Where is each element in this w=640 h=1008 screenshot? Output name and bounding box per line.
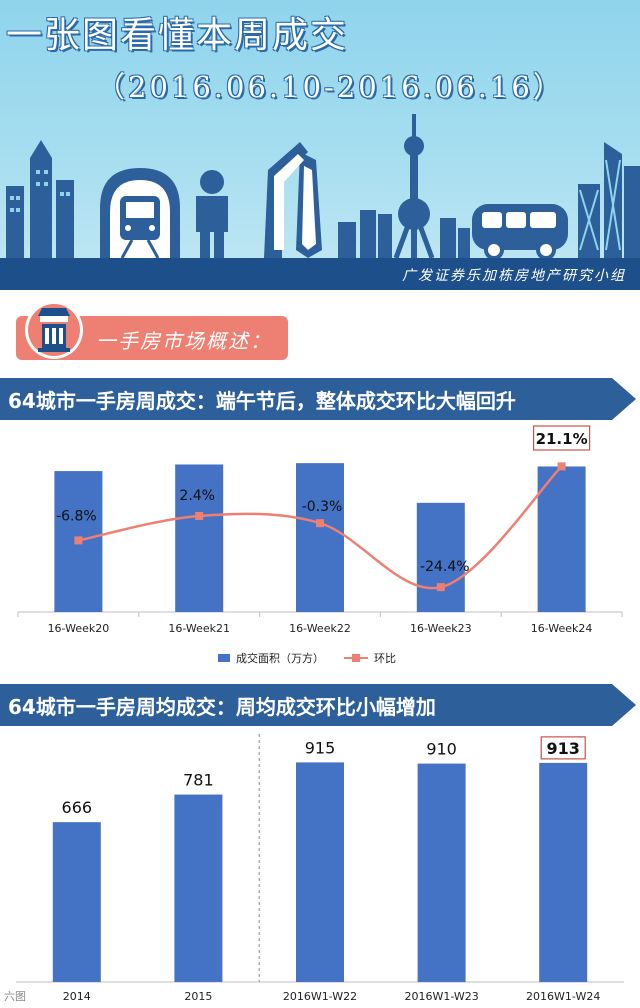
page-title: 一张图看懂本周成交 bbox=[6, 15, 349, 56]
cctv-building-icon bbox=[264, 142, 322, 258]
x-tick-label: 2014 bbox=[63, 990, 91, 1003]
header-ground-band bbox=[0, 258, 640, 290]
bar-16-Week21 bbox=[175, 464, 224, 612]
line-point bbox=[74, 536, 83, 545]
x-tick-label: 2016W1-W22 bbox=[283, 990, 357, 1003]
section-tag-label: 一手房市场概述： bbox=[96, 329, 272, 353]
highlight-box bbox=[532, 425, 591, 451]
train-icon bbox=[100, 168, 180, 259]
bar-16-Week23 bbox=[416, 502, 465, 612]
section-tag: 一手房市场概述： bbox=[16, 301, 288, 360]
x-tick-label: 16-Week22 bbox=[289, 622, 351, 635]
highlight-box bbox=[540, 736, 586, 760]
header-banner: 一张图看懂本周成交 （2016.06.10-2016.06.16） bbox=[0, 0, 640, 290]
line-point bbox=[316, 519, 324, 528]
data-label: 21.1% bbox=[536, 430, 588, 448]
x-tick-label: 16-Week23 bbox=[410, 622, 472, 635]
line-point bbox=[195, 511, 204, 520]
x-tick-label: 16-Week21 bbox=[168, 622, 230, 635]
legend-label-line: 环比 bbox=[374, 652, 396, 665]
date-range: （2016.06.10-2016.06.16） bbox=[96, 70, 565, 104]
city-skyline-illustration bbox=[6, 114, 640, 260]
building-icon bbox=[25, 301, 83, 359]
data-label: 781 bbox=[183, 771, 214, 790]
chart1-title-banner: 64城市一手房周成交：端午节后，整体成交环比大幅回升 bbox=[0, 378, 640, 420]
bar-2016W1-W23 bbox=[417, 763, 466, 982]
x-tick-label: 2015 bbox=[184, 990, 212, 1003]
tower-icon bbox=[393, 114, 435, 259]
bar-2016W1-W22 bbox=[296, 762, 344, 982]
bar-16-Week22 bbox=[296, 463, 344, 612]
chart1-title: 64城市一手房周成交：端午节后，整体成交环比大幅回升 bbox=[8, 389, 516, 413]
bar-2015 bbox=[174, 794, 223, 982]
data-label: 666 bbox=[62, 798, 93, 817]
person-icon bbox=[196, 170, 228, 258]
data-label: 910 bbox=[426, 740, 457, 759]
legend-swatch-marker bbox=[352, 654, 360, 662]
chart2-title-banner: 64城市一手房周均成交：周均成交环比小幅增加 bbox=[0, 684, 640, 726]
legend-swatch-bar bbox=[218, 654, 230, 662]
bar-16-Week24 bbox=[537, 466, 586, 612]
line-point bbox=[436, 583, 445, 592]
weekly-average-chart: 666 2014 781 2015 915 2016W1-W22 910 2016W1-W23… bbox=[0, 726, 640, 1008]
weekly-transaction-chart: 16-Week20 16-Week21 16-Week22 16-Week23 16-W… bbox=[0, 420, 640, 682]
data-label: 913 bbox=[546, 739, 579, 758]
x-tick-label: 2016W1-W24 bbox=[526, 990, 600, 1003]
series-line-huanbi bbox=[78, 465, 563, 590]
research-group-credit: 广发证券乐加栋房地产研究小组 bbox=[402, 268, 626, 284]
data-label: -24.4% bbox=[420, 559, 470, 575]
data-label: -6.8% bbox=[56, 508, 97, 524]
bar-2014 bbox=[52, 822, 101, 982]
x-tick-label: 16-Week20 bbox=[48, 622, 110, 635]
line-point bbox=[557, 462, 566, 471]
bus-icon bbox=[472, 204, 568, 260]
bar-2016W1-W24 bbox=[539, 762, 588, 982]
data-label: 2.4% bbox=[179, 488, 215, 504]
legend-label-bar: 成交面积（万方） bbox=[236, 651, 324, 665]
chart2-title: 64城市一手房周均成交：周均成交环比小幅增加 bbox=[8, 695, 436, 719]
data-label: 915 bbox=[305, 738, 336, 757]
x-tick-label: 2016W1-W23 bbox=[404, 990, 478, 1003]
data-label: -0.3% bbox=[302, 499, 343, 515]
x-tick-label: 16-Week24 bbox=[531, 622, 593, 635]
watermark: 六图 bbox=[4, 990, 26, 1003]
